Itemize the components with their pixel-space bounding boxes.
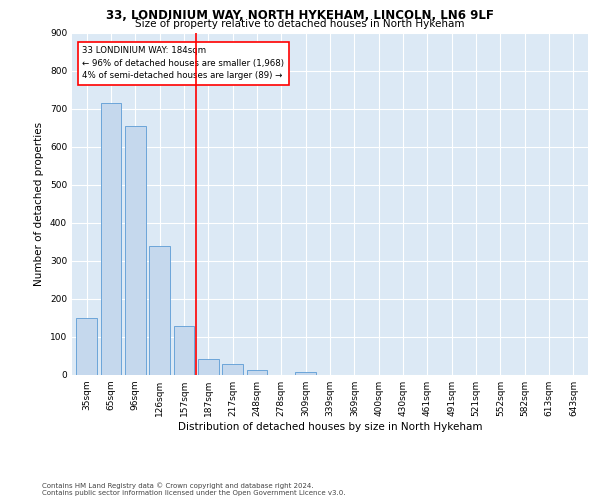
Bar — [247, 370, 268, 375]
Bar — [76, 318, 97, 375]
Bar — [125, 126, 146, 375]
Text: 33, LONDINIUM WAY, NORTH HYKEHAM, LINCOLN, LN6 9LF: 33, LONDINIUM WAY, NORTH HYKEHAM, LINCOL… — [106, 9, 494, 22]
Y-axis label: Number of detached properties: Number of detached properties — [34, 122, 44, 286]
Bar — [198, 359, 218, 375]
X-axis label: Distribution of detached houses by size in North Hykeham: Distribution of detached houses by size … — [178, 422, 482, 432]
Bar — [295, 372, 316, 375]
Text: Contains HM Land Registry data © Crown copyright and database right 2024.: Contains HM Land Registry data © Crown c… — [42, 482, 314, 489]
Text: Contains public sector information licensed under the Open Government Licence v3: Contains public sector information licen… — [42, 490, 346, 496]
Bar — [149, 246, 170, 375]
Text: Size of property relative to detached houses in North Hykeham: Size of property relative to detached ho… — [135, 19, 465, 29]
Bar — [173, 326, 194, 375]
Text: 33 LONDINIUM WAY: 184sqm
← 96% of detached houses are smaller (1,968)
4% of semi: 33 LONDINIUM WAY: 184sqm ← 96% of detach… — [82, 46, 284, 80]
Bar — [222, 364, 243, 375]
Bar — [101, 103, 121, 375]
